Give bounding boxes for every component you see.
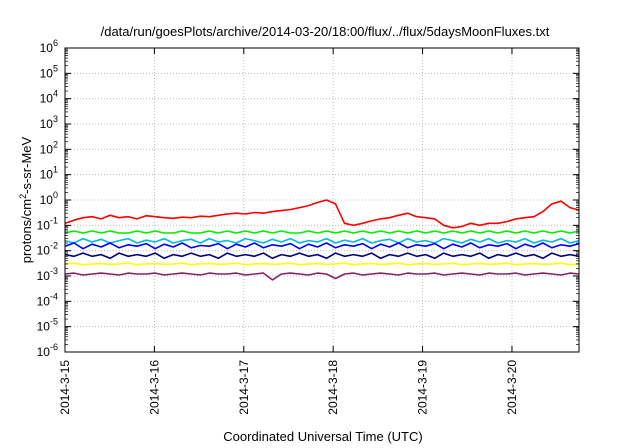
y-tick-base: 10 xyxy=(40,66,54,80)
y-tick-base: 10 xyxy=(37,244,51,258)
y-tick-label: 103 xyxy=(40,114,58,131)
x-tick-label: 2014-3-18 xyxy=(326,360,340,415)
series-line-4 xyxy=(64,242,580,250)
y-tick-base: 10 xyxy=(37,320,51,334)
y-tick-exponent: -2 xyxy=(50,241,58,251)
y-tick-label: 10-2 xyxy=(37,241,58,258)
y-tick-label: 106 xyxy=(40,38,58,55)
x-axis-label: Coordinated Universal Time (UTC) xyxy=(223,429,422,444)
y-tick-base: 10 xyxy=(40,92,54,106)
plot-frame xyxy=(64,47,580,353)
y-tick-label: 100 xyxy=(40,190,58,207)
grid-lines xyxy=(65,48,579,352)
y-axis-label-superscript: 2 xyxy=(18,194,28,199)
y-tick-exponent: -3 xyxy=(50,266,58,276)
y-tick-base: 10 xyxy=(40,142,54,156)
series-line-6 xyxy=(64,262,580,266)
y-tick-exponent: -4 xyxy=(50,291,58,301)
y-tick-base: 10 xyxy=(40,117,54,131)
y-tick-exponent: 6 xyxy=(53,38,58,48)
y-tick-exponent: 0 xyxy=(53,190,58,200)
y-tick-exponent: -6 xyxy=(50,342,58,352)
y-tick-exponent: 1 xyxy=(53,165,58,175)
y-tick-base: 10 xyxy=(37,345,51,359)
y-axis-ticks: 10-610-510-410-310-210-11001011021031041… xyxy=(37,38,579,359)
y-tick-label: 104 xyxy=(40,89,58,106)
y-tick-exponent: 4 xyxy=(53,89,58,99)
y-tick-label: 102 xyxy=(40,139,58,156)
y-tick-base: 10 xyxy=(37,294,51,308)
y-tick-label: 101 xyxy=(40,165,58,182)
y-tick-label: 10-6 xyxy=(37,342,58,359)
y-tick-base: 10 xyxy=(37,218,51,232)
y-tick-base: 10 xyxy=(37,269,51,283)
x-tick-label: 2014-3-15 xyxy=(58,360,72,415)
chart-title: /data/run/goesPlots/archive/2014-03-20/1… xyxy=(101,24,550,39)
y-tick-exponent: 5 xyxy=(53,63,58,73)
x-tick-label: 2014-3-17 xyxy=(237,360,251,415)
y-tick-exponent: -5 xyxy=(50,317,58,327)
y-axis-label-main: protons/cm xyxy=(19,199,34,263)
y-tick-label: 10-1 xyxy=(37,215,58,232)
series-line-2 xyxy=(64,230,580,234)
y-tick-base: 10 xyxy=(40,168,54,182)
series-line-3 xyxy=(64,237,580,244)
x-axis-ticks: 2014-3-15 2014-3-16 2014-3-17 2014-3-18 2014… xyxy=(58,48,519,415)
x-tick-label: 2014-3-19 xyxy=(416,360,430,415)
y-tick-label: 10-3 xyxy=(37,266,58,283)
y-tick-label: 105 xyxy=(40,63,58,80)
y-tick-base: 10 xyxy=(40,41,54,55)
y-tick-base: 10 xyxy=(40,193,54,207)
x-tick-label: 2014-3-20 xyxy=(505,360,519,415)
series-line-7 xyxy=(64,272,580,281)
y-tick-exponent: 2 xyxy=(53,139,58,149)
y-tick-label: 10-4 xyxy=(37,291,58,308)
y-tick-label: 10-5 xyxy=(37,317,58,334)
x-tick-label: 2014-3-16 xyxy=(147,360,161,415)
series-line-5 xyxy=(64,252,580,260)
y-axis-label-units: -s-sr-MeV xyxy=(19,136,34,193)
data-series xyxy=(64,199,580,281)
y-axis-label: protons/cm2-s-sr-MeV xyxy=(18,136,34,263)
series-line-1 xyxy=(64,199,580,229)
y-tick-exponent: -1 xyxy=(50,215,58,225)
y-tick-exponent: 3 xyxy=(53,114,58,124)
